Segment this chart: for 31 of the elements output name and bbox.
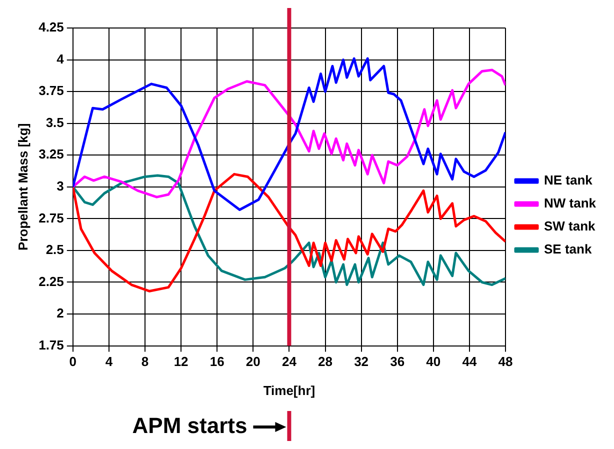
y-tick-label: 3.5 [46,114,64,130]
x-tick-label: 48 [498,354,513,370]
legend-label: SE tank [544,242,592,257]
x-tick-label: 44 [462,354,478,370]
x-tick-label: 24 [282,354,298,370]
x-tick-label: 0 [69,354,77,370]
legend-label: SW tank [544,218,596,234]
y-tick-label: 3.25 [38,146,64,162]
y-tick-label: 4.25 [38,20,64,35]
x-tick-label: 16 [210,354,224,370]
x-tick-label: 28 [318,354,332,370]
x-tick-label: 40 [426,354,441,370]
legend-label: NW tank [544,196,597,211]
y-tick-label: 1.75 [38,337,64,352]
x-axis-title: Time[hr] [263,382,316,398]
y-tick-label: 4 [56,51,65,66]
y-tick-label: 2.5 [46,242,64,258]
y-tick-label: 3.75 [38,83,64,98]
x-tick-label: 20 [246,354,260,370]
y-tick-label: 2.25 [38,274,64,289]
x-tick-label: 8 [141,354,149,370]
x-tick-label: 36 [390,354,405,370]
y-tick-label: 3 [56,178,64,194]
text: APM starts [132,413,248,438]
y-tick-label: 2.75 [38,210,64,226]
x-tick-label: 4 [105,354,114,370]
legend-label: NE tank [544,172,594,188]
y-axis-title: Propellant Mass [kg] [15,123,30,250]
y-tick-label: 2 [56,306,64,321]
x-tick-label: 32 [354,354,369,370]
x-tick-label: 12 [174,354,188,370]
